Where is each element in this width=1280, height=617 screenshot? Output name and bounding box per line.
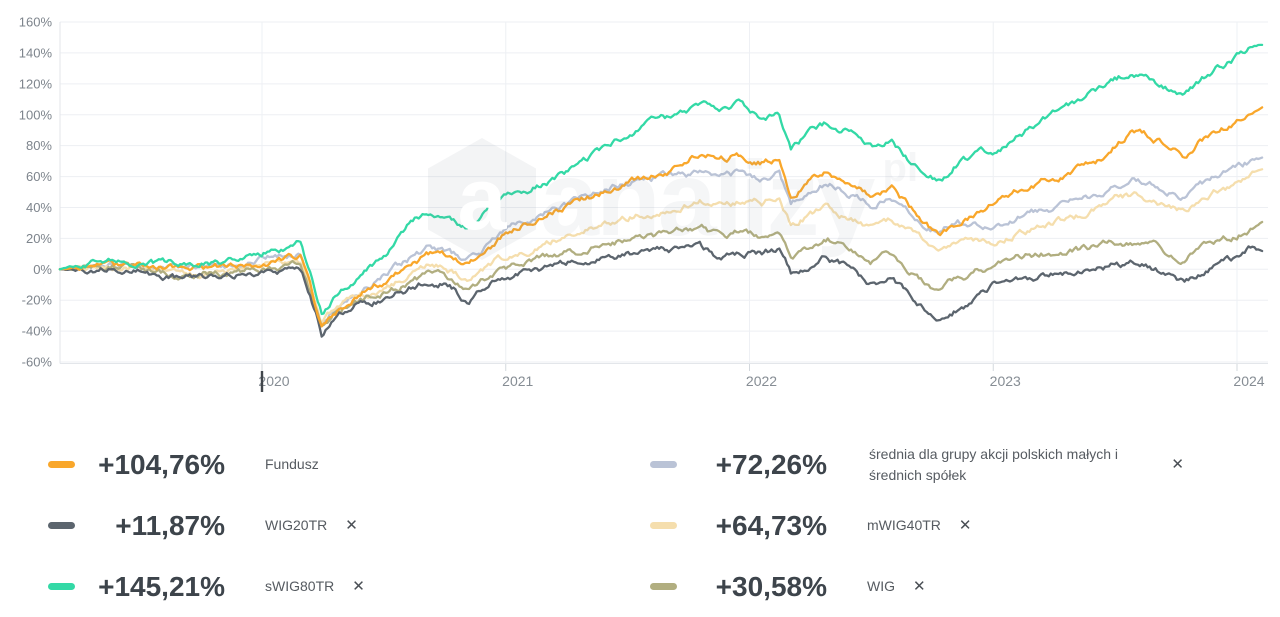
series-label: WIG <box>867 578 895 594</box>
legend-item-swig80tr: +145,21% sWIG80TR ✕ <box>0 556 640 617</box>
legend-item-wig20tr: +11,87% WIG20TR ✕ <box>0 495 640 556</box>
y-axis-tick-label: 120% <box>19 76 53 91</box>
x-axis-tick-label: 2020 <box>258 373 289 389</box>
remove-series-button[interactable]: ✕ <box>958 517 972 534</box>
series-return-value: +145,21% <box>98 570 225 602</box>
y-axis-tick-label: 160% <box>19 15 53 30</box>
y-axis-tick-label: -60% <box>22 355 53 370</box>
series-label: mWIG40TR <box>867 517 941 533</box>
x-axis-tick-label: 2022 <box>746 373 777 389</box>
remove-series-button[interactable]: ✕ <box>913 578 926 595</box>
series-label: sWIG80TR <box>265 578 335 594</box>
series-swatch-wig <box>650 583 677 590</box>
series-swatch-swig80tr <box>48 583 75 590</box>
series-swatch-wig20tr <box>48 522 75 529</box>
series-return-value: +104,76% <box>98 448 225 480</box>
y-axis-tick-label: -40% <box>22 324 53 339</box>
series-label: Fundusz <box>265 456 319 472</box>
x-axis-tick-label: 2023 <box>990 373 1021 389</box>
series-return-value: +30,58% <box>715 570 827 602</box>
y-axis-tick-label: 140% <box>19 45 53 60</box>
series-swatch-srednia-grupy-akcji-polskich-malych-i-srednich-spolek <box>650 461 677 468</box>
y-axis-tick-label: 40% <box>26 200 52 215</box>
remove-series-button[interactable]: ✕ <box>345 517 358 534</box>
x-axis-tick-label: 2021 <box>502 373 533 389</box>
series-label: WIG20TR <box>265 517 328 533</box>
series-line-swig80tr[interactable] <box>58 43 1264 316</box>
y-axis-tick-label: 0% <box>33 262 52 277</box>
legend-item-srednia-grupy-akcji-polskich-malych-i-srednich-spolek: +72,26% średnia dla grupy akcji polskich … <box>640 434 1280 495</box>
y-axis-tick-label: 20% <box>26 231 52 246</box>
series-return-value: +72,26% <box>715 448 827 480</box>
series-line-srednia-grupy-akcji-polskich-malych-i-srednich-spolek[interactable] <box>58 156 1264 328</box>
series-return-value: +11,87% <box>115 509 225 541</box>
series-swatch-mwig40tr <box>650 522 677 529</box>
y-axis-tick-label: 60% <box>26 169 52 184</box>
series-swatch-fundusz <box>48 461 75 468</box>
series-line-fundusz[interactable] <box>58 106 1264 328</box>
text-cursor-artifact <box>260 371 264 392</box>
legend-item-fundusz: +104,76% Fundusz <box>0 434 640 495</box>
legend-column: +104,76% Fundusz +11,87% WIG20TR ✕ +145,21% sW… <box>0 434 640 617</box>
chart-legend: +104,76% Fundusz +11,87% WIG20TR ✕ +145,21% sW… <box>0 434 1280 617</box>
chart-canvas[interactable]: 160% 140% 120% 100% 80% 60% 40% 20% 0% -20% -40% -6… <box>0 0 1280 400</box>
series-line-wig20tr[interactable] <box>58 240 1264 338</box>
series-return-value: +64,73% <box>715 509 827 541</box>
legend-item-mwig40tr: +64,73% mWIG40TR ✕ <box>640 495 1280 556</box>
performance-chart: 160% 140% 120% 100% 80% 60% 40% 20% 0% -20% -40% -6… <box>0 0 1280 400</box>
y-axis-tick-label: -20% <box>22 293 53 308</box>
y-axis-tick-label: 80% <box>26 138 52 153</box>
series-label: średnia dla grupy akcji polskich małych … <box>869 445 1118 483</box>
y-axis-tick-label: 100% <box>19 107 53 122</box>
legend-item-wig: +30,58% WIG ✕ <box>640 556 1280 617</box>
remove-series-button[interactable]: ✕ <box>352 578 365 595</box>
x-axis-tick-label: 2024 <box>1233 373 1264 389</box>
remove-series-button[interactable]: ✕ <box>1171 456 1184 473</box>
legend-column: +72,26% średnia dla grupy akcji polskich … <box>640 434 1280 617</box>
